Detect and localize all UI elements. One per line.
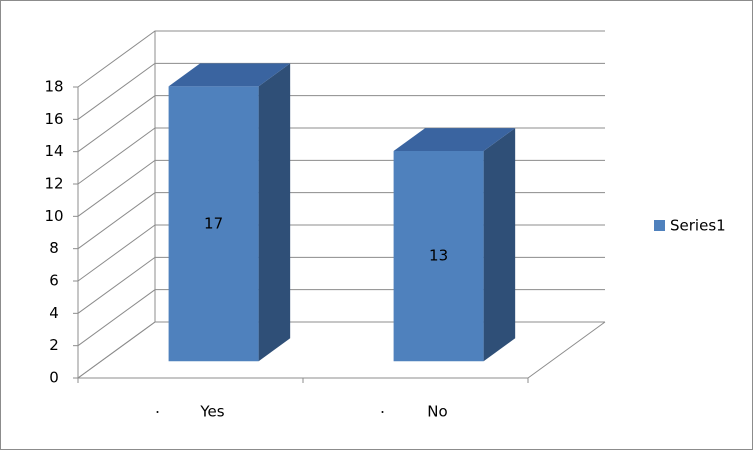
y-tick-label: 2 xyxy=(49,336,59,354)
bar xyxy=(168,86,259,362)
data-label: 13 xyxy=(429,247,448,265)
y-tick-label: 18 xyxy=(44,78,63,96)
y-tick-label: 0 xyxy=(49,369,59,387)
y-tick-label: 14 xyxy=(44,142,63,160)
bar-top xyxy=(168,63,291,87)
legend-label: Series1 xyxy=(670,217,726,235)
legend-swatch xyxy=(654,220,665,231)
y-tick-label: 16 xyxy=(44,110,63,128)
bar-side xyxy=(258,63,291,362)
data-label: 17 xyxy=(204,214,223,232)
y-tick-label: 12 xyxy=(44,175,63,193)
grid-line xyxy=(77,30,605,88)
x-tick-label: No xyxy=(427,403,447,421)
grid-line xyxy=(77,62,605,120)
grid-line xyxy=(77,127,605,185)
y-tick-label: 4 xyxy=(49,304,59,322)
bar-side xyxy=(483,128,516,362)
y-tick-label: 8 xyxy=(49,239,59,257)
y-tick-label: 6 xyxy=(49,272,59,290)
floor-edge xyxy=(527,321,606,379)
x-bullet xyxy=(156,411,159,413)
y-tick-label: 10 xyxy=(44,207,63,225)
x-tick-label: Yes xyxy=(199,403,224,421)
bar xyxy=(393,151,484,362)
bar-top xyxy=(393,128,516,152)
x-bullet xyxy=(381,411,384,413)
grid-line xyxy=(77,95,605,153)
